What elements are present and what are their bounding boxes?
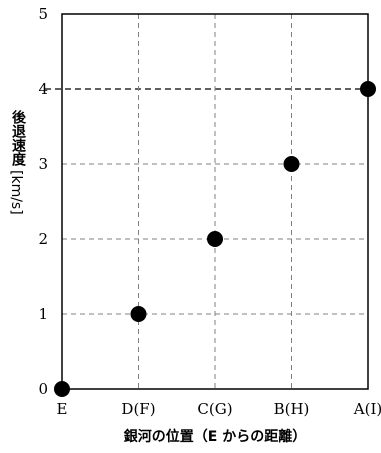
y-tick-label: 3 bbox=[38, 155, 48, 173]
point-layer bbox=[54, 81, 376, 397]
y-tick-label: 2 bbox=[38, 230, 48, 248]
y-tick-label: 1 bbox=[38, 305, 48, 323]
x-tick-label: D(F) bbox=[121, 400, 155, 418]
grid-layer bbox=[45, 14, 368, 389]
data-point bbox=[360, 81, 376, 97]
x-axis-title: 銀河の位置（E からの距離） bbox=[124, 428, 306, 445]
x-tick-label: A(I) bbox=[353, 400, 381, 418]
y-axis-unit: [km/s] bbox=[8, 170, 24, 215]
y-tick-label: 5 bbox=[38, 5, 48, 23]
x-tick-label: E bbox=[57, 400, 68, 418]
y-tick-label: 0 bbox=[38, 380, 48, 398]
data-point bbox=[283, 156, 300, 172]
tick-layer: 0 1 2 3 4 5 E D(F) C(G) B(H) A(I) bbox=[38, 5, 381, 418]
data-point bbox=[54, 381, 70, 397]
y-axis-title: 後退速度 bbox=[10, 109, 26, 167]
y-tick-label: 4 bbox=[38, 80, 48, 98]
x-tick-label: B(H) bbox=[274, 400, 310, 418]
x-tick-label: C(G) bbox=[197, 400, 232, 418]
plot-frame bbox=[61, 13, 369, 390]
data-point bbox=[207, 231, 223, 247]
data-point bbox=[130, 306, 147, 322]
